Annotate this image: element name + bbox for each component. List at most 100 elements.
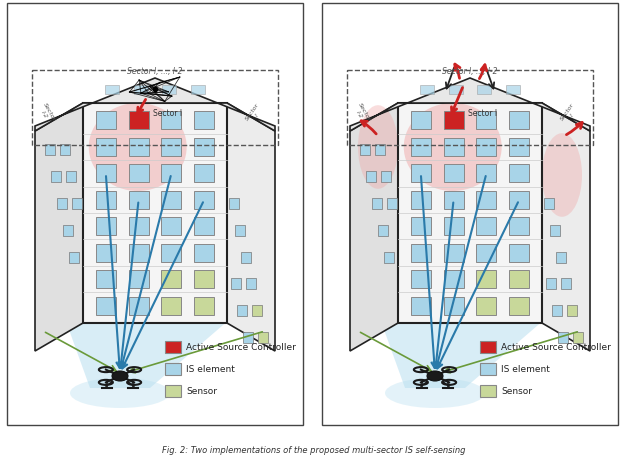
Text: Sector l, ..., l-2: Sector l, ..., l-2 — [442, 67, 498, 76]
Bar — [129, 270, 149, 289]
Ellipse shape — [385, 378, 485, 408]
Bar — [509, 191, 529, 209]
Bar — [258, 332, 268, 343]
Bar — [96, 270, 116, 289]
Bar — [509, 112, 529, 130]
Bar — [229, 198, 239, 209]
Bar — [509, 139, 529, 157]
Bar — [96, 218, 116, 236]
Bar — [477, 297, 496, 315]
Bar — [161, 270, 181, 289]
Bar — [194, 165, 214, 183]
Polygon shape — [227, 104, 275, 351]
Bar — [129, 112, 149, 130]
Bar — [161, 191, 181, 209]
Bar — [477, 218, 496, 236]
Bar — [161, 165, 181, 183]
Bar — [411, 165, 431, 183]
Bar — [411, 139, 431, 157]
Bar — [360, 145, 370, 156]
Bar — [443, 218, 463, 236]
Text: IS element: IS element — [186, 364, 235, 373]
Bar — [129, 165, 149, 183]
Bar — [366, 172, 376, 183]
Bar — [558, 332, 568, 343]
Bar — [381, 172, 391, 183]
Ellipse shape — [70, 378, 170, 408]
Bar — [161, 297, 181, 315]
Bar — [194, 218, 214, 236]
Bar — [194, 112, 214, 130]
Bar — [161, 139, 181, 157]
Text: Sector l, ..., l-2: Sector l, ..., l-2 — [127, 67, 183, 76]
Bar — [194, 297, 214, 315]
Bar — [398, 104, 542, 323]
Bar — [480, 341, 496, 353]
Bar — [72, 198, 82, 209]
Text: Sensor: Sensor — [501, 386, 532, 395]
Text: Active Source Controller: Active Source Controller — [186, 342, 296, 351]
Bar — [448, 85, 463, 94]
Bar — [63, 225, 73, 236]
Bar — [372, 198, 382, 209]
Bar — [252, 306, 263, 317]
Bar — [443, 165, 463, 183]
Ellipse shape — [112, 371, 128, 381]
Bar — [83, 104, 227, 323]
Bar — [509, 297, 529, 315]
Ellipse shape — [89, 104, 187, 191]
Bar — [96, 112, 116, 130]
Bar — [384, 252, 394, 263]
Bar — [567, 306, 577, 317]
Bar — [163, 85, 176, 94]
Bar — [561, 279, 571, 290]
Bar — [7, 4, 303, 425]
Bar — [134, 85, 148, 94]
Bar — [66, 172, 76, 183]
Ellipse shape — [427, 371, 443, 381]
Bar — [411, 218, 431, 236]
Text: Sensor: Sensor — [186, 386, 217, 395]
Polygon shape — [350, 104, 398, 351]
Bar — [443, 270, 463, 289]
Bar — [194, 244, 214, 262]
Text: Sector
l: Sector l — [245, 102, 265, 125]
Bar — [243, 332, 253, 343]
Ellipse shape — [358, 106, 398, 190]
Bar — [129, 297, 149, 315]
Bar — [552, 306, 562, 317]
Bar — [60, 145, 70, 156]
Bar — [411, 244, 431, 262]
Bar — [477, 85, 491, 94]
Bar — [51, 172, 61, 183]
Bar — [68, 252, 78, 263]
Bar — [96, 165, 116, 183]
Bar — [241, 252, 251, 263]
Bar — [506, 85, 520, 94]
Bar — [235, 225, 245, 236]
Bar — [477, 139, 496, 157]
Bar — [411, 297, 431, 315]
Bar — [246, 279, 256, 290]
Bar — [96, 191, 116, 209]
Polygon shape — [35, 104, 83, 351]
Bar — [105, 85, 119, 94]
Bar — [420, 85, 434, 94]
Bar — [377, 225, 387, 236]
Bar — [411, 191, 431, 209]
Text: Active Source Controller: Active Source Controller — [501, 342, 611, 351]
Bar — [96, 139, 116, 157]
Bar — [480, 385, 496, 397]
Bar — [477, 244, 496, 262]
Bar — [129, 244, 149, 262]
Bar — [477, 165, 496, 183]
Bar — [443, 112, 463, 130]
Bar — [375, 145, 385, 156]
Text: Sector l: Sector l — [153, 109, 181, 118]
Ellipse shape — [542, 134, 582, 217]
Bar — [443, 191, 463, 209]
Bar — [509, 165, 529, 183]
Bar — [96, 244, 116, 262]
Bar — [194, 191, 214, 209]
Bar — [129, 218, 149, 236]
